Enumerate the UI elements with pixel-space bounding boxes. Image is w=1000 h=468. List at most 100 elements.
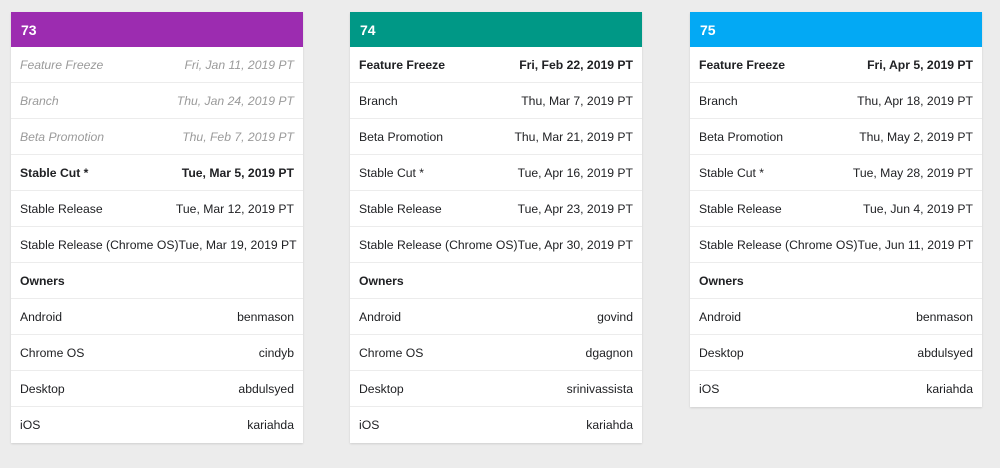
card-header: 74 (350, 12, 642, 47)
row-label: iOS (699, 382, 720, 396)
row-owner-android: Android govind (350, 299, 642, 335)
row-stable-cut: Stable Cut * Tue, Mar 5, 2019 PT (11, 155, 303, 191)
row-beta-promotion: Beta Promotion Thu, May 2, 2019 PT (690, 119, 982, 155)
row-owner-ios: iOS kariahda (350, 407, 642, 443)
row-stable-release: Stable Release Tue, Jun 4, 2019 PT (690, 191, 982, 227)
row-label: Chrome OS (359, 345, 424, 360)
row-label: Owners (699, 273, 744, 288)
row-stable-release: Stable Release Tue, Apr 23, 2019 PT (350, 191, 642, 227)
row-label: Desktop (359, 381, 404, 396)
row-stable-cut: Stable Cut * Tue, May 28, 2019 PT (690, 155, 982, 191)
release-card-73: 73 Feature Freeze Fri, Jan 11, 2019 PT Br… (11, 12, 303, 443)
row-feature-freeze: Feature Freeze Fri, Apr 5, 2019 PT (690, 47, 982, 83)
row-value: govind (597, 309, 633, 324)
row-value: Thu, Apr 18, 2019 PT (857, 93, 973, 108)
row-value: kariahda (586, 418, 633, 432)
row-label: Desktop (699, 345, 744, 360)
row-owner-android: Android benmason (11, 299, 303, 335)
version-number: 74 (360, 22, 376, 38)
row-label: Feature Freeze (20, 57, 104, 72)
version-number: 75 (700, 22, 716, 38)
row-value: Tue, Apr 16, 2019 PT (517, 165, 633, 180)
row-value: cindyb (258, 345, 294, 360)
row-label: Android (20, 309, 63, 324)
row-value: benmason (237, 309, 294, 324)
row-branch: Branch Thu, Jan 24, 2019 PT (11, 83, 303, 119)
row-value: Tue, Jun 4, 2019 PT (863, 201, 973, 216)
row-value: Fri, Jan 11, 2019 PT (184, 57, 294, 72)
row-beta-promotion: Beta Promotion Thu, Mar 21, 2019 PT (350, 119, 642, 155)
row-label: Feature Freeze (359, 57, 446, 72)
row-value: benmason (916, 309, 973, 324)
release-card-74: 74 Feature Freeze Fri, Feb 22, 2019 PT Br… (350, 12, 642, 443)
row-value: kariahda (926, 382, 973, 396)
row-label: Feature Freeze (699, 57, 786, 72)
row-value: Tue, Jun 11, 2019 PT (857, 237, 974, 252)
row-owner-desktop: Desktop srinivassista (350, 371, 642, 407)
row-stable-release-chromeos: Stable Release (Chrome OS) Tue, Apr 30, 2… (350, 227, 642, 263)
row-stable-release-chromeos: Stable Release (Chrome OS) Tue, Mar 19, 2… (11, 227, 303, 263)
row-label: Stable Release (Chrome OS) (359, 237, 518, 252)
row-label: Stable Release (699, 201, 782, 216)
row-value: kariahda (247, 418, 294, 432)
row-value: srinivassista (566, 381, 633, 396)
row-value: Fri, Apr 5, 2019 PT (867, 57, 973, 72)
row-owner-chromeos: Chrome OS dgagnon (350, 335, 642, 371)
row-feature-freeze: Feature Freeze Fri, Jan 11, 2019 PT (11, 47, 303, 83)
card-header: 73 (11, 12, 303, 47)
row-label: Branch (359, 93, 398, 108)
release-card-75: 75 Feature Freeze Fri, Apr 5, 2019 PT Bra… (690, 12, 982, 407)
row-branch: Branch Thu, Apr 18, 2019 PT (690, 83, 982, 119)
row-branch: Branch Thu, Mar 7, 2019 PT (350, 83, 642, 119)
row-label: Stable Release (Chrome OS) (699, 237, 858, 252)
row-value: abdulsyed (917, 345, 973, 360)
row-value: Thu, Mar 7, 2019 PT (521, 93, 633, 108)
row-stable-cut: Stable Cut * Tue, Apr 16, 2019 PT (350, 155, 642, 191)
row-label: Branch (699, 93, 738, 108)
row-label: Owners (359, 273, 404, 288)
version-number: 73 (21, 22, 37, 38)
row-label: Android (359, 309, 402, 324)
row-owners-heading: Owners (350, 263, 642, 299)
row-owner-android: Android benmason (690, 299, 982, 335)
row-label: Beta Promotion (699, 129, 784, 144)
row-beta-promotion: Beta Promotion Thu, Feb 7, 2019 PT (11, 119, 303, 155)
row-owner-desktop: Desktop abdulsyed (690, 335, 982, 371)
row-label: Stable Cut * (20, 165, 89, 180)
row-value: Tue, Apr 30, 2019 PT (517, 237, 633, 252)
row-value: Fri, Feb 22, 2019 PT (519, 57, 633, 72)
row-label: Chrome OS (20, 345, 85, 360)
row-label: Owners (20, 273, 65, 288)
row-label: Stable Cut * (359, 165, 425, 180)
row-label: iOS (20, 418, 41, 432)
row-value: Thu, Jan 24, 2019 PT (176, 93, 294, 108)
row-value: Tue, Mar 12, 2019 PT (175, 201, 294, 216)
row-owners-heading: Owners (690, 263, 982, 299)
row-label: Branch (20, 93, 59, 108)
row-stable-release-chromeos: Stable Release (Chrome OS) Tue, Jun 11, 2… (690, 227, 982, 263)
row-owners-heading: Owners (11, 263, 303, 299)
row-value: Thu, Mar 21, 2019 PT (514, 129, 633, 144)
row-owner-desktop: Desktop abdulsyed (11, 371, 303, 407)
row-owner-ios: iOS kariahda (690, 371, 982, 407)
row-label: Android (699, 309, 742, 324)
row-stable-release: Stable Release Tue, Mar 12, 2019 PT (11, 191, 303, 227)
row-value: Thu, Feb 7, 2019 PT (182, 129, 294, 144)
row-label: Beta Promotion (20, 129, 105, 144)
row-feature-freeze: Feature Freeze Fri, Feb 22, 2019 PT (350, 47, 642, 83)
row-value: Tue, Mar 19, 2019 PT (178, 237, 297, 252)
row-label: iOS (359, 418, 380, 432)
row-label: Stable Cut * (699, 165, 765, 180)
row-owner-ios: iOS kariahda (11, 407, 303, 443)
row-value: Tue, Mar 5, 2019 PT (181, 165, 294, 180)
row-value: Tue, Apr 23, 2019 PT (517, 201, 633, 216)
row-value: Tue, May 28, 2019 PT (852, 165, 973, 180)
row-label: Stable Release (Chrome OS) (20, 237, 179, 252)
row-label: Beta Promotion (359, 129, 444, 144)
row-value: abdulsyed (238, 381, 294, 396)
row-value: Thu, May 2, 2019 PT (859, 129, 973, 144)
row-value: dgagnon (585, 345, 633, 360)
row-label: Desktop (20, 381, 65, 396)
card-header: 75 (690, 12, 982, 47)
